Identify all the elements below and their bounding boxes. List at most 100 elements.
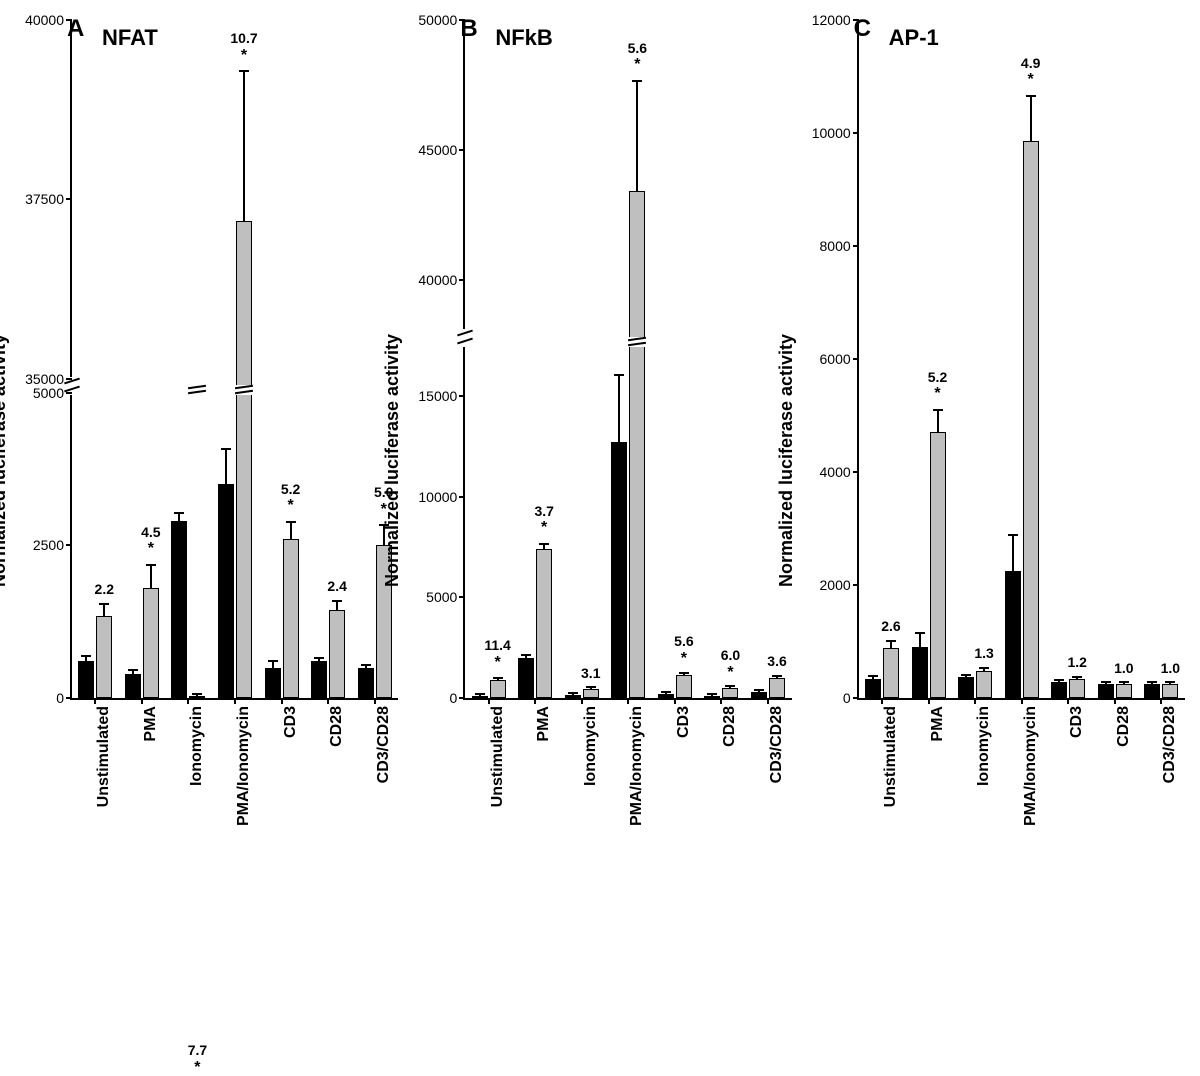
panel-c: Normalized luciferase activity C AP-1 02… — [802, 20, 1185, 880]
xtick-label: PMA/Ionomycin — [235, 706, 253, 826]
error-bar-icon — [758, 690, 760, 693]
bar-group — [472, 680, 506, 698]
error-bar-icon — [919, 633, 921, 648]
bar-gray — [583, 689, 599, 698]
bar-black — [1051, 682, 1067, 698]
xtick-mark — [187, 698, 189, 704]
bar-black — [358, 668, 374, 699]
bar-black — [751, 692, 767, 698]
bar-group — [1098, 684, 1132, 698]
bar-group — [611, 191, 645, 698]
bar-gray — [96, 616, 112, 698]
bar-group — [218, 221, 252, 698]
xtick-label: PMA/Ionomycin — [628, 706, 646, 826]
xtick-mark — [974, 698, 976, 704]
ytick-label: 12000 — [812, 12, 859, 28]
bar-gray — [490, 680, 506, 698]
xtick-label: PMA/Ionomycin — [1022, 706, 1040, 826]
error-bar-icon — [132, 670, 134, 675]
error-bar-icon — [937, 410, 939, 434]
error-bar-icon — [497, 678, 499, 681]
xtick-mark — [720, 698, 722, 704]
xtick-label: CD3 — [675, 706, 693, 738]
bar-black — [658, 694, 674, 698]
bar-black — [472, 696, 488, 698]
xtick-label: CD3/CD28 — [375, 706, 393, 783]
bar-group — [171, 521, 205, 698]
bar-break-icon — [188, 385, 206, 395]
bar-gray — [676, 675, 692, 698]
ylabel-b: Normalized luciferase activity — [382, 334, 403, 587]
ytick-label: 15000 — [418, 388, 465, 404]
bar-break-icon — [235, 385, 253, 395]
xtick-mark — [281, 698, 283, 704]
bar-gray — [976, 671, 992, 698]
fold-annotation: 2.2 — [95, 582, 114, 597]
error-bar-icon — [665, 692, 667, 695]
xtick-mark — [534, 698, 536, 704]
xtick-label: Ionomycin — [188, 706, 206, 786]
fold-annotation: 10.7* — [230, 31, 257, 64]
ytick-mark — [459, 19, 465, 21]
xtick-label: CD3/CD28 — [768, 706, 786, 783]
bar-gray — [236, 221, 252, 698]
fold-annotation: 3.7* — [534, 504, 553, 537]
xtick-mark — [767, 698, 769, 704]
error-bar-icon — [1012, 535, 1014, 572]
error-bar-icon — [1058, 680, 1060, 683]
bar-group — [958, 671, 992, 698]
fold-annotation: 1.0 — [1114, 661, 1133, 676]
xtick-mark — [327, 698, 329, 704]
xtick-label: PMA — [929, 706, 947, 742]
error-bar-icon — [572, 693, 574, 696]
error-bar-icon — [1105, 682, 1107, 685]
bar-black — [125, 674, 141, 698]
error-bar-icon — [196, 694, 198, 697]
bar-gray — [1023, 141, 1039, 698]
bar-group — [78, 616, 112, 698]
xtick-mark — [674, 698, 676, 704]
xtick-label: CD28 — [1115, 706, 1133, 747]
panel-a: Normalized luciferase activity A NFAT 02… — [15, 20, 398, 880]
ytick-mark — [459, 279, 465, 281]
bar-gray — [769, 678, 785, 698]
error-bar-icon — [479, 694, 481, 697]
axis-break-icon — [457, 329, 473, 347]
error-bar-icon — [272, 661, 274, 668]
error-bar-icon — [1076, 677, 1078, 680]
bar-group — [518, 549, 552, 698]
xtick-mark — [141, 698, 143, 704]
xtick-label: CD3/CD28 — [1161, 706, 1179, 783]
ytick-label: 50000 — [418, 12, 465, 28]
fold-annotation: 4.9* — [1021, 56, 1040, 89]
ytick-mark — [459, 496, 465, 498]
fold-annotation: 5.2* — [928, 370, 947, 403]
xtick-mark — [581, 698, 583, 704]
bar-gray — [189, 696, 205, 698]
fold-annotation: 1.2 — [1067, 655, 1086, 670]
error-bar-icon — [85, 656, 87, 662]
xtick-label: Ionomycin — [582, 706, 600, 786]
bar-black — [704, 696, 720, 698]
xtick-mark — [488, 698, 490, 704]
bar-break-icon — [628, 337, 646, 347]
xtick-mark — [234, 698, 236, 704]
ytick-mark — [66, 19, 72, 21]
fold-annotation: 1.3 — [974, 646, 993, 661]
fold-annotation: 2.4 — [327, 579, 346, 594]
ytick-mark — [853, 471, 859, 473]
plot-area-c: C AP-1 020004000600080001000012000Unstim… — [857, 20, 1185, 700]
fold-annotation: 11.4* — [484, 638, 510, 671]
xtick-label: CD28 — [328, 706, 346, 747]
ytick-mark — [459, 395, 465, 397]
bar-group — [912, 432, 946, 698]
bar-group — [658, 675, 692, 698]
ytick-label: 35000 — [25, 371, 72, 387]
xtick-mark — [881, 698, 883, 704]
ylabel-a: Normalized luciferase activity — [0, 334, 10, 587]
ytick-label: 37500 — [25, 191, 72, 207]
fold-annotation: 3.6 — [767, 654, 786, 669]
bar-black — [1144, 684, 1160, 698]
fold-annotation: 5.6* — [674, 634, 693, 667]
error-bar-icon — [525, 655, 527, 659]
